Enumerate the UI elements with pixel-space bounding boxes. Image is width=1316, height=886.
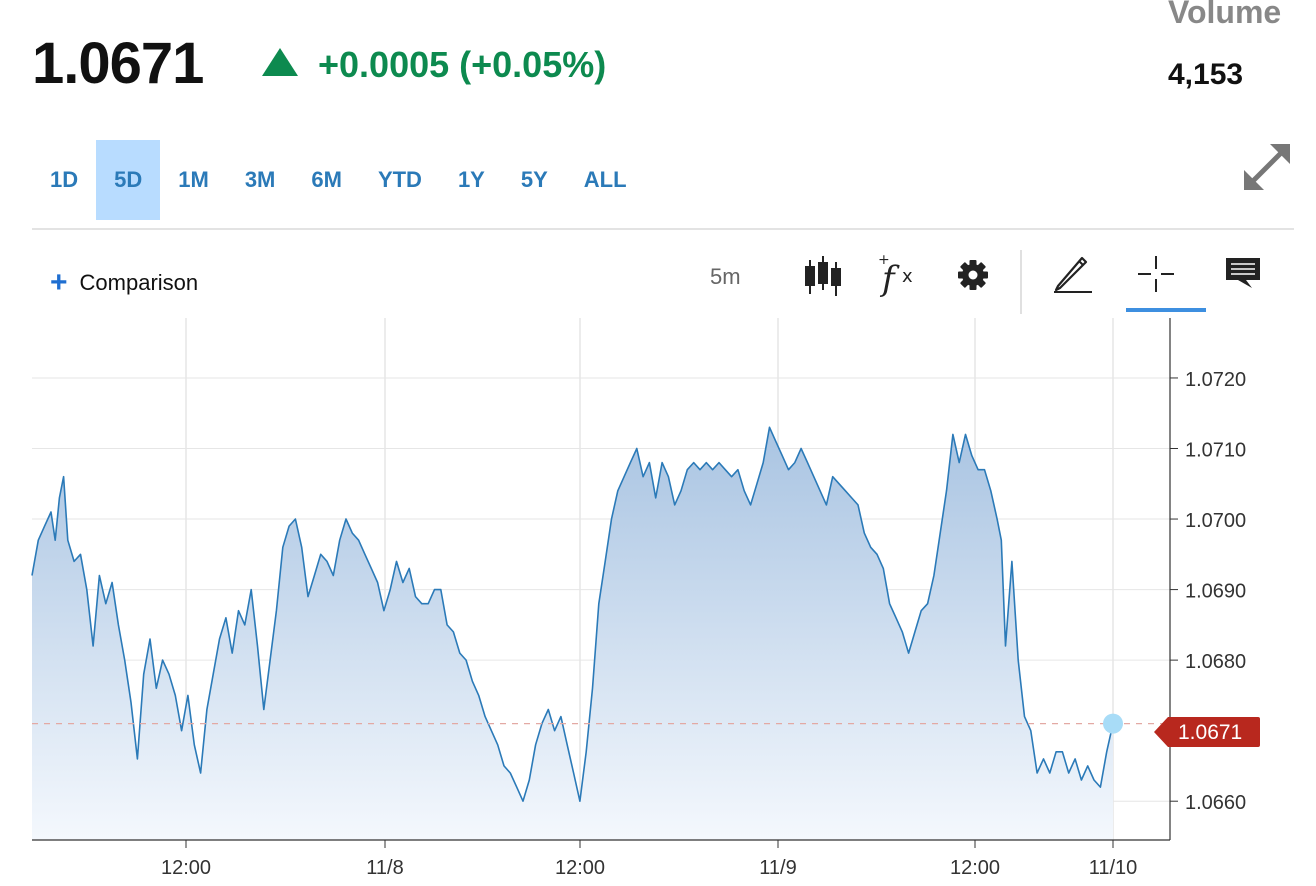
y-tick-label: 1.0660: [1185, 792, 1246, 814]
comparison-button[interactable]: + Comparison: [50, 268, 198, 298]
tab-6m[interactable]: 6M: [311, 167, 342, 192]
tabs-divider: [32, 228, 1294, 230]
x-axis: 12:00 11/8 12:00 11/9 12:00 11/10: [32, 839, 1170, 879]
y-tick-label: 1.0710: [1185, 440, 1246, 462]
tab-5y[interactable]: 5Y: [520, 167, 548, 192]
candlestick-icon[interactable]: [802, 254, 844, 296]
x-tick-label: 12:00: [555, 857, 605, 879]
svg-text:+: +: [878, 252, 890, 268]
x-tick-label: 11/10: [1089, 857, 1138, 879]
price-area-fill: [32, 427, 1113, 840]
last-price-tag: 1.0671: [1154, 717, 1260, 747]
comment-icon[interactable]: [1224, 256, 1262, 292]
x-tick-label: 12:00: [161, 857, 211, 879]
last-price-dot: [1103, 713, 1123, 734]
interval-selector[interactable]: 5m: [710, 264, 741, 289]
range-tabs: 1D 5D 1M 3M 6M YTD 1Y 5Y ALL: [32, 140, 645, 220]
comparison-label: Comparison: [79, 270, 199, 295]
pencil-icon[interactable]: [1050, 252, 1094, 294]
x-tick-label: 11/8: [366, 857, 403, 879]
tab-5d[interactable]: 5D: [96, 140, 161, 220]
y-tick-label: 1.0700: [1185, 510, 1246, 532]
crosshair-icon[interactable]: [1136, 254, 1176, 294]
price-change: +0.0005 (+0.05%): [318, 44, 607, 85]
tab-1d[interactable]: 1D: [50, 167, 79, 192]
price-value: 1.0671: [32, 31, 204, 96]
plus-icon: +: [50, 266, 68, 299]
toolbar-separator: [1020, 250, 1022, 314]
volume-label: Volume: [1168, 0, 1282, 30]
tab-1m[interactable]: 1M: [178, 167, 209, 192]
price-line: [31, 426, 1114, 803]
x-tick-label: 12:00: [950, 857, 1000, 879]
x-tick-label: 11/9: [759, 857, 796, 879]
tab-all[interactable]: ALL: [583, 167, 627, 192]
up-arrow-icon: [262, 48, 298, 76]
tab-ytd[interactable]: YTD: [377, 167, 422, 192]
tab-3m[interactable]: 3M: [244, 167, 276, 192]
y-tick-label: 1.0690: [1185, 581, 1246, 603]
y-tick-label: 1.0720: [1185, 369, 1246, 391]
y-tick-label: 1.0680: [1185, 651, 1246, 673]
svg-text:x: x: [902, 266, 913, 287]
price-chart[interactable]: 1.0720 1.0710 1.0700 1.0690 1.0680 1.0660 12:…: [0, 318, 1316, 886]
expand-icon[interactable]: [1240, 140, 1294, 194]
volume-value: 4,153: [1168, 58, 1244, 91]
gear-icon[interactable]: [956, 258, 990, 292]
active-tool-indicator: [1126, 308, 1206, 312]
svg-text:f: f: [879, 259, 900, 299]
fx-icon[interactable]: + f x: [878, 252, 920, 300]
tab-1y[interactable]: 1Y: [457, 167, 485, 192]
y-axis: 1.0720 1.0710 1.0700 1.0690 1.0680 1.0660: [1169, 318, 1246, 840]
last-price-label: 1.0671: [1178, 721, 1242, 744]
